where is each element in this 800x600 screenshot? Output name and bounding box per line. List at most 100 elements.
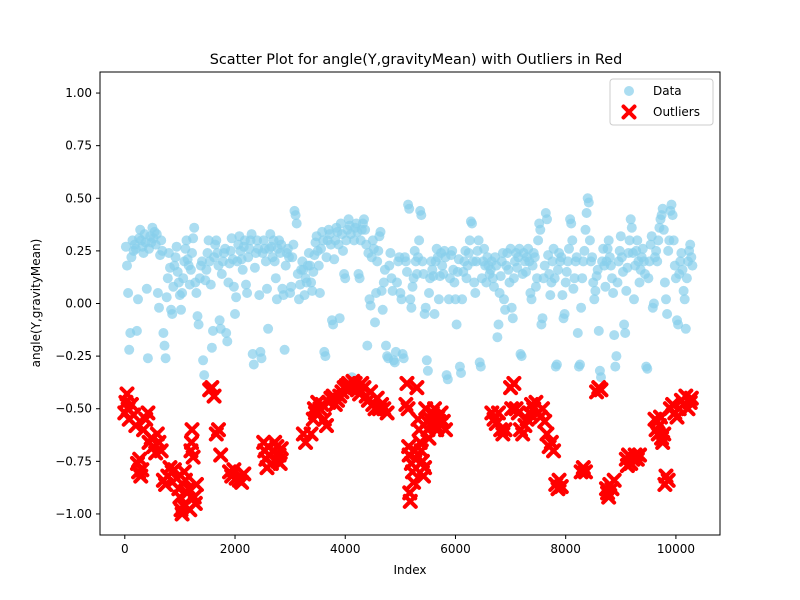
data-point <box>661 294 671 305</box>
data-point <box>291 218 302 229</box>
data-point <box>214 315 225 326</box>
data-point <box>406 302 417 313</box>
data-point <box>133 294 143 305</box>
data-point <box>338 245 348 256</box>
data-point <box>495 271 506 282</box>
data-point <box>663 245 674 256</box>
outlier-point <box>656 426 672 442</box>
outlier-point <box>417 460 433 476</box>
outlier-point <box>183 434 199 450</box>
data-point <box>678 285 689 296</box>
data-point <box>158 328 169 338</box>
data-point <box>279 344 290 355</box>
data-point <box>568 283 579 294</box>
data-point <box>373 245 384 256</box>
data-point <box>461 273 472 284</box>
data-point <box>254 290 265 301</box>
data-point <box>362 340 373 351</box>
data-point <box>583 197 594 208</box>
data-point <box>447 245 458 256</box>
data-point <box>188 233 199 244</box>
data-point <box>197 256 207 267</box>
data-point <box>685 239 696 250</box>
data-point <box>392 277 402 288</box>
data-point <box>376 285 387 296</box>
data-point <box>680 323 691 334</box>
data-point <box>567 235 578 246</box>
data-point <box>659 277 670 288</box>
data-point <box>593 325 604 336</box>
data-point <box>211 235 222 246</box>
data-point <box>201 264 212 275</box>
data-point <box>527 260 538 271</box>
data-point <box>610 361 621 372</box>
data-point <box>547 256 558 267</box>
outlier-point <box>578 464 594 480</box>
legend-frame <box>609 78 714 126</box>
x-tick-label: 6000 <box>440 542 471 556</box>
data-point <box>328 319 339 330</box>
data-point <box>360 224 371 235</box>
data-point <box>662 309 673 319</box>
data-point <box>167 309 178 319</box>
data-point <box>398 353 409 364</box>
data-point <box>306 277 317 288</box>
data-point <box>578 256 589 267</box>
data-point <box>424 288 434 298</box>
data-point <box>602 243 613 254</box>
data-point <box>354 273 365 284</box>
data-point <box>154 302 164 313</box>
data-point <box>198 355 209 366</box>
data-point <box>417 256 428 267</box>
data-point <box>414 235 425 246</box>
data-point <box>400 256 411 267</box>
outlier-point <box>539 426 555 442</box>
x-tick-label: 2000 <box>220 542 251 556</box>
data-point <box>676 248 687 258</box>
data-point <box>177 288 188 298</box>
data-point <box>551 359 562 370</box>
data-point <box>287 252 298 263</box>
data-point <box>576 302 587 313</box>
plot-points <box>117 193 699 522</box>
data-point <box>162 273 173 284</box>
data-point <box>529 252 540 263</box>
data-point <box>584 235 595 246</box>
data-point <box>507 313 518 324</box>
data-point <box>316 243 326 254</box>
data-point <box>559 309 570 319</box>
data-point <box>587 252 598 263</box>
data-point <box>228 281 239 292</box>
data-point <box>557 290 568 301</box>
data-point <box>385 248 396 258</box>
data-point <box>619 319 630 330</box>
data-point <box>222 336 233 347</box>
data-point <box>620 328 631 338</box>
data-point <box>457 294 468 305</box>
data-point <box>377 304 388 315</box>
x-tick-label: 0 <box>121 542 129 556</box>
data-point <box>562 256 573 267</box>
data-point <box>464 235 475 246</box>
data-point <box>359 214 369 225</box>
data-point <box>666 199 677 210</box>
data-point <box>221 328 232 338</box>
data-point <box>508 273 519 284</box>
data-point <box>402 266 412 277</box>
data-point <box>580 224 591 235</box>
data-point <box>451 319 462 330</box>
outlier-point <box>273 441 289 457</box>
data-point <box>516 351 527 362</box>
data-point <box>141 283 152 294</box>
data-point <box>668 235 679 246</box>
data-point <box>375 226 386 237</box>
data-point <box>404 203 415 214</box>
data-point <box>191 288 202 298</box>
data-point <box>625 214 636 225</box>
data-point <box>681 273 692 284</box>
data-point <box>263 323 274 334</box>
data-point <box>621 285 632 296</box>
x-axis: 0 2000 4000 6000 8000 10000 <box>121 535 695 556</box>
data-point <box>226 233 237 244</box>
data-point <box>193 319 204 330</box>
